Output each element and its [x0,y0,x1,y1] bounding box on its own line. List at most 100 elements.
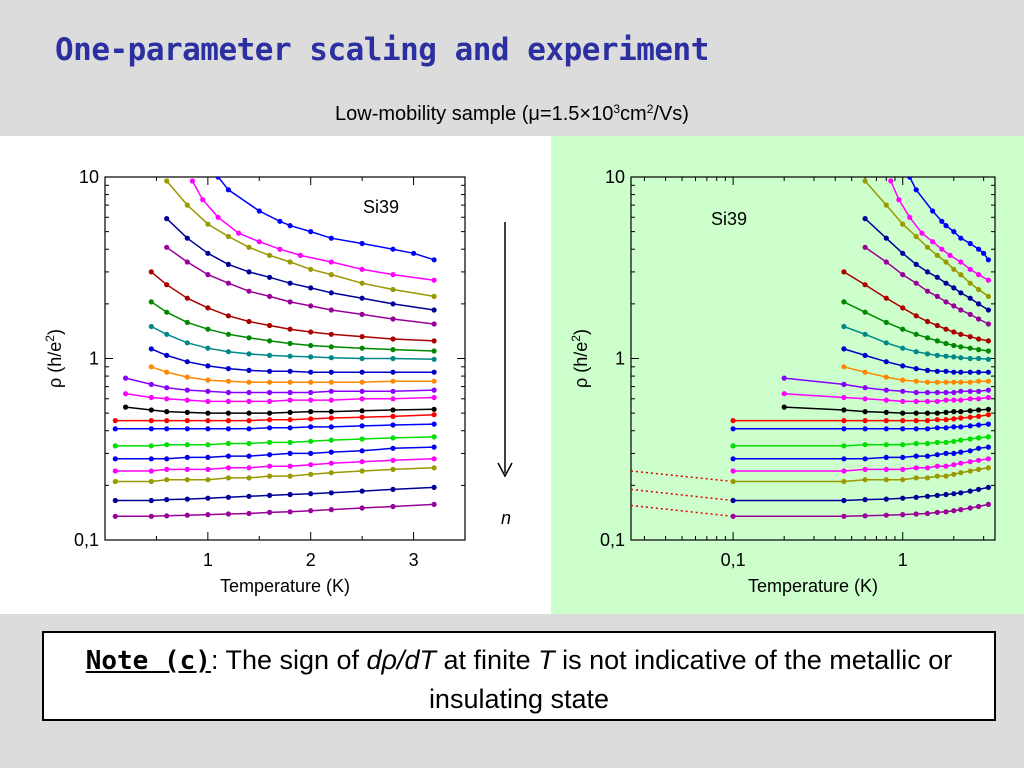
data-point [359,388,365,394]
series-line [864,180,989,298]
data-point [246,269,252,275]
data-point [924,510,931,517]
data-point [205,454,211,460]
series-line [150,301,435,352]
series-line [115,446,435,460]
y-tick-label: 1 [89,349,99,369]
data-point [781,391,787,397]
data-point [328,344,334,350]
data-point [883,477,889,483]
data-point [934,379,940,385]
data-point [900,345,906,351]
series-line [733,446,989,460]
data-point [900,410,906,416]
data-point [958,415,964,421]
data-point [287,379,293,385]
series-line [733,486,989,502]
data-point [236,230,242,236]
data-point [967,414,973,420]
slide-subtitle: Low-mobility sample (μ=1.5×103cm2/Vs) [0,102,1024,126]
data-point [939,246,945,252]
data-point [958,307,964,313]
data-point [225,378,231,384]
data-point [985,394,991,401]
data-point [943,223,949,229]
data-point [900,250,906,256]
data-point [958,490,964,496]
data-point [431,484,437,490]
data-point [256,239,262,245]
data-point [967,459,973,465]
data-point [967,280,973,286]
data-point [431,338,437,344]
data-point [215,214,221,220]
data-point [308,389,314,396]
data-point [924,410,931,416]
data-point [943,509,949,515]
data-point [862,497,868,503]
data-point [390,466,396,472]
data-point [862,216,868,222]
data-point [431,501,437,507]
data-point [431,465,437,471]
data-point [148,323,154,330]
data-point [112,478,118,485]
data-point [913,280,919,286]
data-point [951,438,957,444]
series-line [115,436,435,447]
y-axis-close: ) [571,329,591,335]
data-point [981,250,987,256]
data-point [390,336,396,342]
data-point [924,440,931,447]
data-point [205,426,211,432]
data-point [985,378,991,384]
data-point [267,463,273,469]
y-axis-label: ρ (h/e2) [569,329,591,388]
series-line [115,423,435,430]
data-point [246,244,252,250]
data-point [934,425,940,431]
data-point [951,397,957,403]
data-point [841,468,847,474]
data-point [934,417,940,423]
data-point [862,426,868,432]
data-point [225,233,231,240]
data-point [287,425,293,431]
data-point [246,335,252,341]
data-point [184,359,190,365]
data-point [934,410,940,416]
data-point [308,329,314,335]
data-point [287,397,293,403]
data-point [431,456,437,462]
data-point [900,221,906,227]
data-point [246,493,252,499]
data-point [934,322,940,329]
data-point [958,388,964,394]
data-point [328,424,334,430]
data-point [924,335,931,341]
data-point [390,445,396,451]
data-point [951,389,957,396]
data-point [900,512,906,518]
data-point [164,331,170,337]
data-point [267,274,273,280]
data-point [976,388,982,394]
data-point [267,425,273,431]
data-point [287,473,293,479]
data-point [123,391,129,397]
data-point [951,303,957,309]
data-point [976,286,982,293]
data-point [934,338,940,344]
data-point [164,369,170,375]
data-point [112,426,118,432]
data-point [225,398,231,404]
data-point [841,269,847,275]
data-point [943,326,949,332]
data-point [308,462,314,468]
data-point [943,450,949,456]
data-point [225,313,231,319]
data-point [431,394,437,401]
data-point [958,290,964,296]
data-point [919,230,925,236]
data-point [883,259,889,265]
